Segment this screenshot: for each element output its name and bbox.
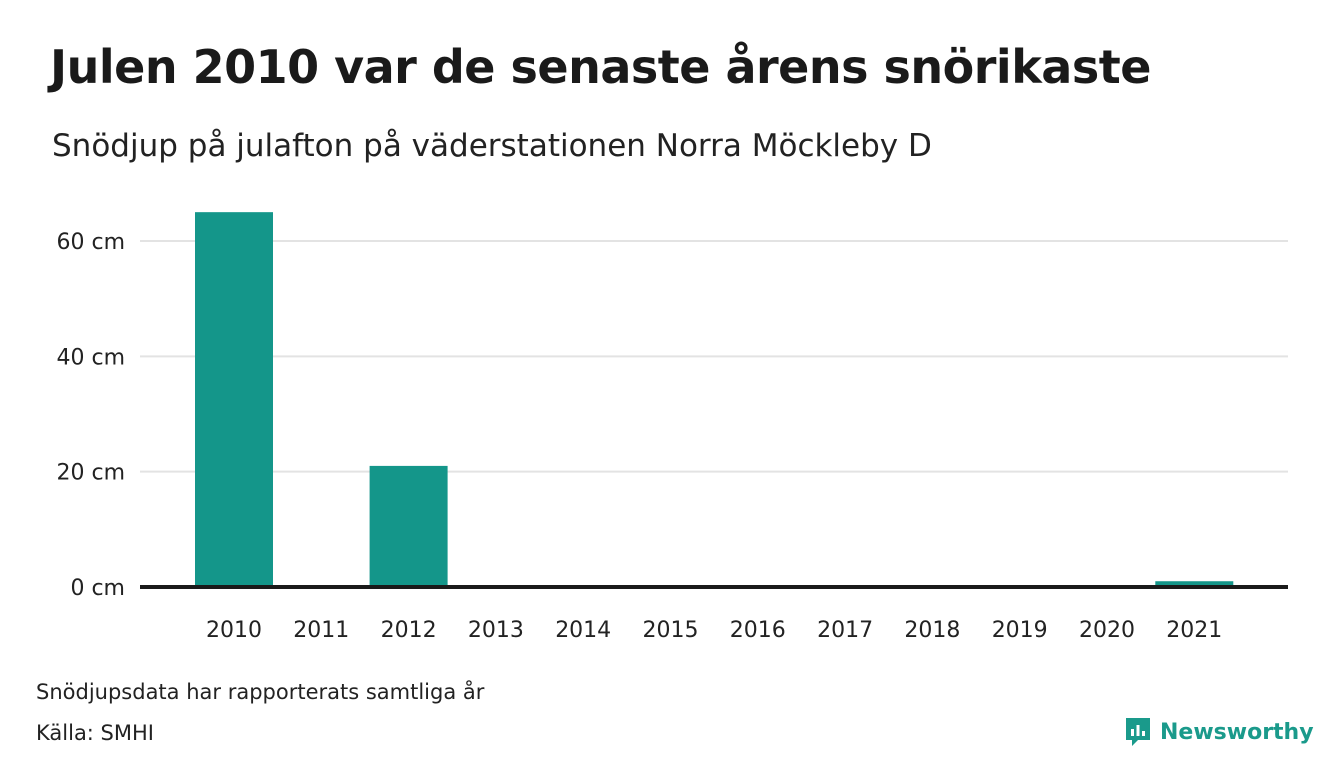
x-tick-label: 2011 xyxy=(293,618,349,643)
y-axis-ticks: 0 cm 20 cm 40 cm 60 cm xyxy=(56,230,125,601)
source-label: Källa: SMHI xyxy=(36,721,154,745)
chart-title: Julen 2010 var de senaste årens snörikas… xyxy=(50,40,1151,94)
brand-name: Newsworthy xyxy=(1160,719,1314,745)
bar-2012 xyxy=(369,465,448,587)
footnote: Snödjupsdata har rapporterats samtliga å… xyxy=(36,680,485,704)
x-tick-label: 2019 xyxy=(992,618,1048,643)
newsworthy-logo-icon xyxy=(1126,718,1150,746)
bar-chart: 0 cm 20 cm 40 cm 60 cm 2010 2011 2012 2013 2014… xyxy=(56,212,1288,643)
x-tick-label: 2018 xyxy=(904,618,960,643)
y-tick-label: 0 cm xyxy=(70,576,125,601)
x-tick-label: 2021 xyxy=(1166,618,1222,643)
brand-logo: Newsworthy xyxy=(1124,716,1314,748)
gridlines xyxy=(140,240,1288,473)
x-tick-label: 2016 xyxy=(730,618,786,643)
x-axis-ticks: 2010 2011 2012 2013 2014 2015 2016 2017 2018 2019… xyxy=(206,618,1222,643)
x-tick-label: 2017 xyxy=(817,618,873,643)
y-tick-label: 40 cm xyxy=(56,345,125,370)
y-tick-label: 60 cm xyxy=(56,230,125,255)
bar-2010 xyxy=(195,212,273,587)
y-tick-label: 20 cm xyxy=(56,461,125,486)
x-tick-label: 2014 xyxy=(555,618,611,643)
x-tick-label: 2010 xyxy=(206,618,262,643)
x-tick-label: 2020 xyxy=(1079,618,1135,643)
bar-2021 xyxy=(1155,581,1234,587)
x-tick-label: 2013 xyxy=(468,618,524,643)
chart-subtitle: Snödjup på julafton på väderstationen No… xyxy=(52,128,932,164)
x-tick-label: 2012 xyxy=(381,618,437,643)
bars xyxy=(195,212,1234,587)
x-tick-label: 2015 xyxy=(643,618,699,643)
